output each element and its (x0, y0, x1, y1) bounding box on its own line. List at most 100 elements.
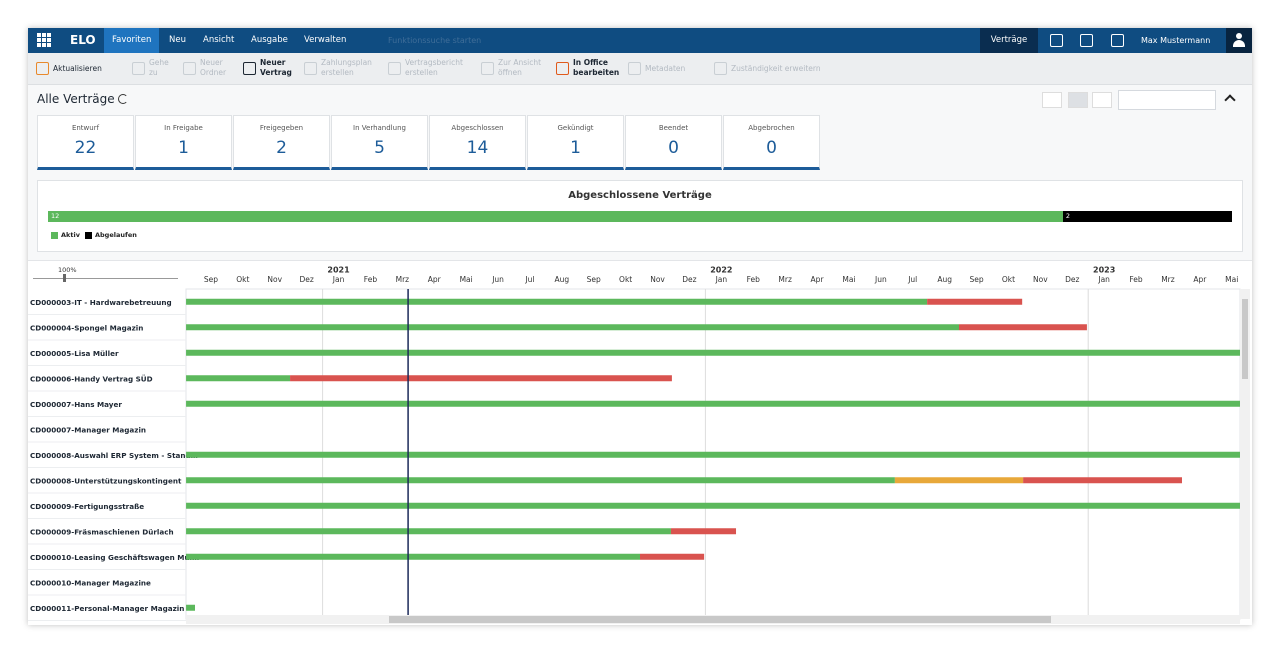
month-label: Jul (524, 275, 534, 284)
month-label: Jun (874, 275, 887, 284)
icon-dot (42, 33, 46, 37)
gantt-bar (1023, 477, 1182, 484)
collapse-button[interactable] (1224, 94, 1236, 106)
gantt-bar (670, 528, 737, 535)
icon-dot (47, 33, 51, 37)
gantt: 100% Sep Okt Nov Dez Jan 2021 Feb Mrz Apr Mai Jun Ju… (28, 260, 1252, 625)
month-label: Dez (299, 275, 313, 284)
toolbar-label: Zuständigkeit erweitern (731, 64, 821, 73)
view-mode-button[interactable] (1092, 92, 1112, 108)
tile-count: 1 (178, 138, 189, 158)
view-title: Alle Verträge (37, 92, 115, 106)
app-menu-icon[interactable] (36, 32, 52, 48)
search-box[interactable] (1118, 90, 1216, 110)
zoom-knob[interactable] (63, 274, 66, 282)
icon-dot (37, 38, 41, 42)
toolbar-icon (714, 62, 727, 75)
gantt-bar (186, 375, 291, 382)
status-tile[interactable]: Abgebrochen 0 (723, 115, 820, 170)
menu-tab[interactable]: Ausgabe (251, 35, 288, 45)
month-label: Apr (1193, 275, 1207, 284)
menu-tab[interactable]: Ansicht (203, 35, 235, 45)
gantt-bar (640, 553, 705, 560)
status-tile[interactable]: Freigegeben 2 (233, 115, 330, 170)
month-label: Dez (1065, 275, 1079, 284)
month-label: Jan (1097, 275, 1110, 284)
status-tile[interactable]: Gekündigt 1 (527, 115, 624, 170)
function-search[interactable]: Funktionssuche starten (388, 36, 482, 45)
year-label: 2021 (327, 265, 350, 274)
month-label: Apr (428, 275, 442, 284)
toolbar-label: Zur Ansicht (498, 58, 542, 67)
tile-label: In Verhandlung (353, 124, 406, 132)
tile-label: Beendet (658, 124, 689, 132)
summary-bar-segment: 12 (48, 211, 1063, 222)
status-tile[interactable]: Abgeschlossen 14 (429, 115, 526, 170)
month-label: Feb (1129, 275, 1143, 284)
top-bar: ELO Favoriten Neu Ansicht Ausgabe Verwalten Fu… (28, 28, 1252, 53)
toolbar-label: Ordner (200, 68, 227, 77)
icon-dot (42, 43, 46, 47)
toolbar-label: Vertragsbericht (405, 58, 463, 67)
toolbar-icon (183, 62, 196, 75)
icon-dot (37, 43, 41, 47)
status-tile[interactable]: In Freigabe 1 (135, 115, 232, 170)
month-label: Sep (204, 275, 218, 284)
context-label[interactable]: Verträge (980, 28, 1038, 53)
icon-dot (47, 38, 51, 42)
month-label: Mai (1225, 275, 1238, 284)
top-icon[interactable] (1080, 34, 1093, 47)
month-label: Okt (619, 275, 632, 284)
gantt-bar (186, 298, 928, 305)
v-scroll-thumb[interactable] (1242, 299, 1248, 379)
gantt-bar (186, 400, 1240, 407)
view-mode-button[interactable] (1042, 92, 1062, 108)
gantt-bar (959, 324, 1087, 331)
toolbar-icon (36, 62, 49, 75)
app-window: ELO Favoriten Neu Ansicht Ausgabe Verwalten Fu… (28, 28, 1252, 625)
menu-tab[interactable]: Favoriten (104, 28, 160, 53)
segment-label: 12 (51, 212, 60, 220)
row-label: CD000011-Personal-Manager Magazin (30, 604, 184, 613)
gantt-bar (186, 553, 641, 560)
top-icon[interactable] (1050, 34, 1063, 47)
month-label: Nov (650, 275, 665, 284)
refresh-icon[interactable] (118, 94, 128, 104)
toolbar-label: zu (149, 68, 158, 77)
h-scroll-thumb[interactable] (389, 616, 1051, 623)
gantt-bar (186, 324, 960, 331)
view-mode-button[interactable] (1068, 92, 1088, 108)
tile-count: 2 (276, 138, 287, 158)
menu-tab[interactable]: Neu (169, 35, 186, 45)
gantt-bar (186, 604, 195, 611)
legend-label: Aktiv (61, 231, 80, 239)
month-label: Feb (747, 275, 761, 284)
status-tile[interactable]: Entwurf 22 (37, 115, 134, 170)
user-name[interactable]: Max Mustermann (1141, 36, 1211, 45)
toolbar-icon (304, 62, 317, 75)
toolbar-label: Gehe (149, 58, 169, 67)
row-label: CD000009-Fräsmaschienen Dürlach (30, 527, 174, 536)
row-label: CD000009-Fertigungsstraße (30, 502, 144, 511)
month-label: Sep (587, 275, 601, 284)
status-tile[interactable]: In Verhandlung 5 (331, 115, 428, 170)
month-label: Nov (267, 275, 282, 284)
menu-tab[interactable]: Verwalten (304, 35, 347, 45)
gantt-bar (927, 298, 1023, 305)
month-label: Mrz (1161, 275, 1175, 284)
month-label: Apr (811, 275, 825, 284)
month-label: Jan (715, 275, 728, 284)
user-icon[interactable] (1226, 28, 1252, 53)
zoom-label: 100% (58, 266, 77, 274)
status-tile[interactable]: Beendet 0 (625, 115, 722, 170)
toolbar-label: erstellen (321, 68, 354, 77)
tile-count: 22 (74, 138, 97, 158)
row-label: CD000004-Spongel Magazin (30, 323, 143, 332)
month-label: Mai (460, 275, 473, 284)
top-icon[interactable] (1111, 34, 1124, 47)
gantt-bar (186, 451, 1240, 458)
icon-dot (37, 33, 41, 37)
gantt-bar (186, 528, 671, 535)
gantt-bar (894, 477, 1024, 484)
